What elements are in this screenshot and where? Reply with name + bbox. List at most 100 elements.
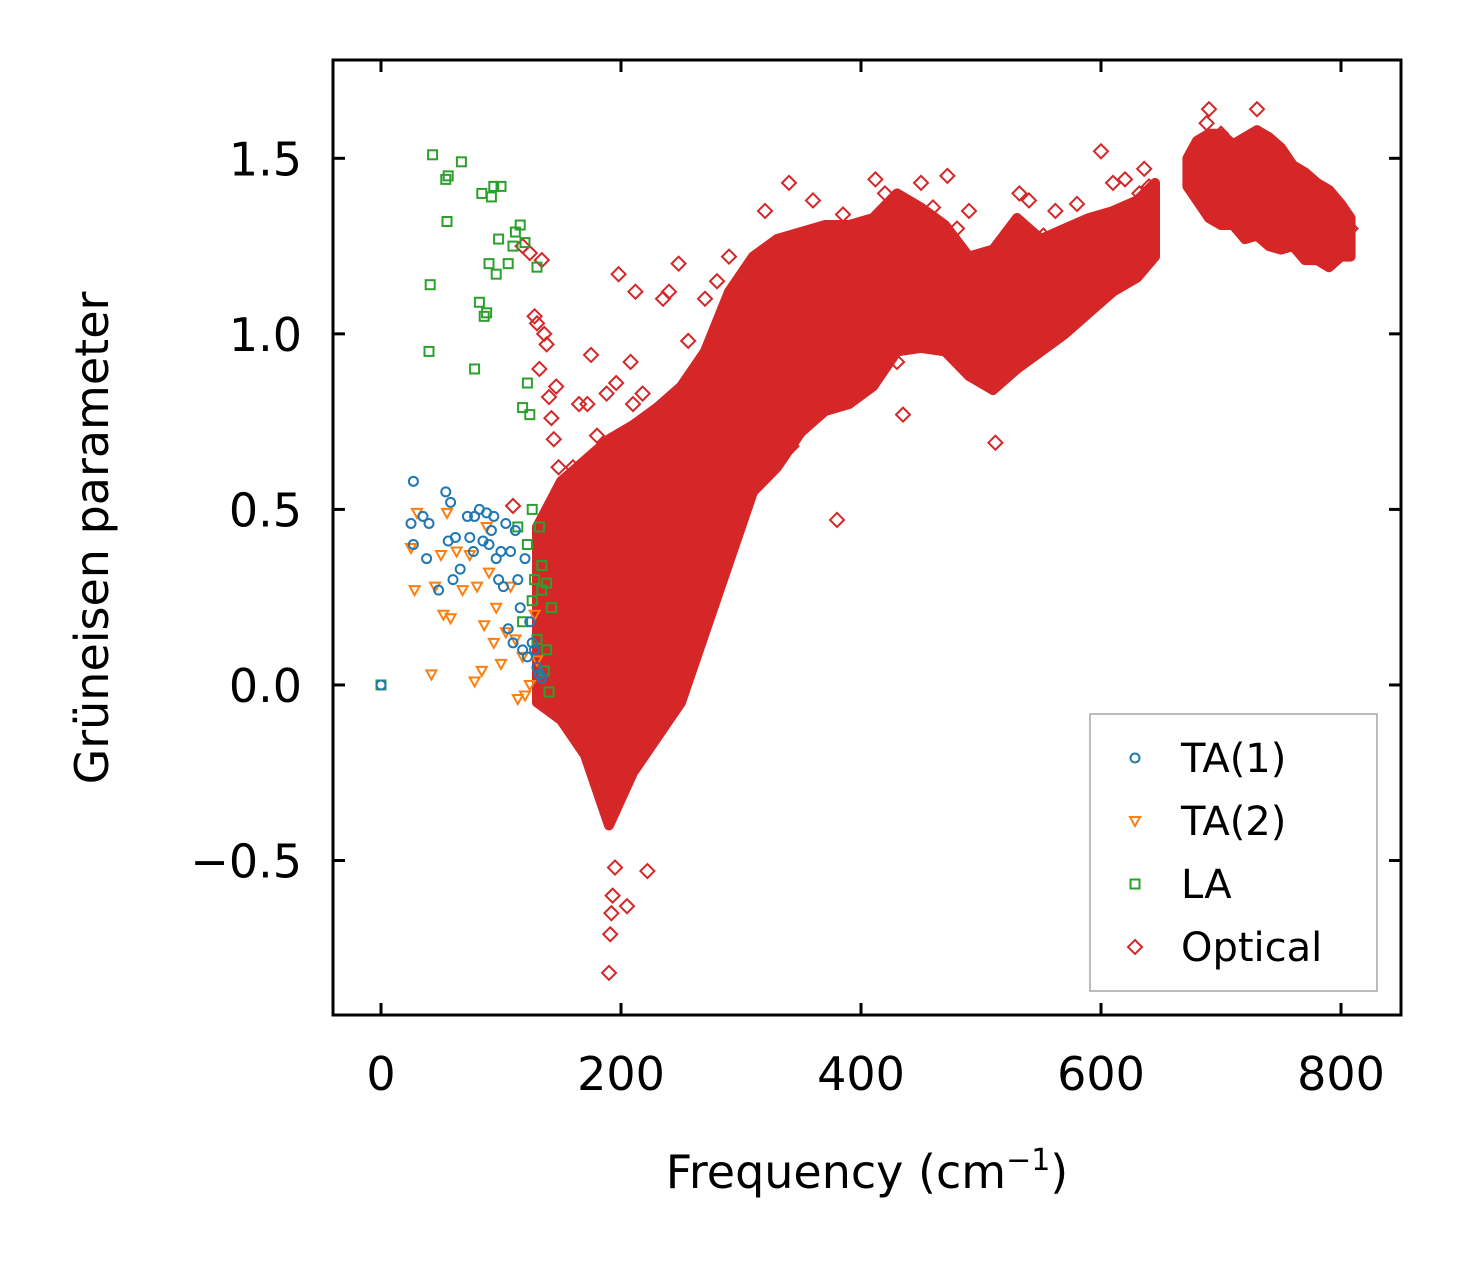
ta2-point: [475, 665, 489, 678]
ta2-point: [508, 634, 523, 647]
ta2-point: [494, 658, 508, 671]
optical-dense-bands: [532, 125, 1356, 831]
optical-point: [670, 255, 688, 273]
optical-point: [564, 458, 582, 476]
optical-point: [1068, 195, 1086, 213]
optical-point: [538, 335, 556, 353]
ta1-point: [531, 661, 543, 673]
ta1-point: [524, 616, 536, 628]
ta2-point: [467, 676, 482, 689]
ta2-point: [482, 567, 496, 580]
la-point: [485, 191, 497, 203]
ta1-point: [440, 486, 452, 498]
ta2-point: [530, 655, 544, 668]
optical-point: [528, 314, 546, 332]
ta1-point: [526, 637, 538, 649]
optical-point: [624, 395, 642, 413]
optical-point: [542, 409, 560, 427]
legend-marker-ta1: [1129, 752, 1141, 764]
ta1-point: [433, 584, 445, 596]
ta1-point: [519, 553, 531, 565]
la-point: [502, 258, 514, 270]
optical-point: [1320, 192, 1338, 209]
la-point: [507, 240, 519, 252]
optical-point: [782, 437, 800, 455]
optical-point: [1272, 142, 1290, 160]
ta2-point: [407, 585, 422, 598]
legend-frame: [1089, 713, 1378, 992]
la-point: [423, 345, 435, 357]
la-point: [545, 602, 557, 614]
ta1-point: [405, 517, 417, 529]
ta1-point: [521, 651, 533, 663]
optical-point: [602, 904, 620, 922]
ta1-point: [375, 679, 387, 691]
x-tick-label: 400: [817, 1047, 905, 1101]
optical-point: [598, 385, 616, 402]
optical-point: [634, 385, 652, 402]
optical-point: [622, 353, 640, 371]
ta2-point: [527, 609, 542, 622]
optical-point: [521, 244, 539, 262]
la-point: [517, 402, 529, 414]
ta1-point: [500, 517, 512, 529]
optical-point: [734, 307, 752, 325]
scatter-points: [375, 100, 1360, 982]
optical-point: [504, 497, 522, 515]
optical-point: [960, 202, 978, 220]
optical-point: [1034, 227, 1052, 244]
la-point: [531, 261, 543, 273]
optical-point: [1236, 132, 1254, 150]
ta1-point: [483, 539, 495, 551]
optical-point: [996, 360, 1014, 378]
optical-point: [601, 925, 619, 943]
legend-marker-optical: [1126, 938, 1144, 956]
plot-frame: [331, 58, 1403, 1017]
y-tick-label: 1.0: [229, 308, 302, 362]
la-point: [481, 307, 493, 319]
legend-item-ta2: TA(2): [1128, 799, 1286, 845]
optical-point: [578, 395, 596, 413]
optical-point: [1342, 220, 1360, 237]
optical-point: [1212, 125, 1230, 143]
optical-point: [756, 202, 774, 220]
optical-point: [804, 192, 822, 209]
optical-point: [540, 388, 558, 406]
la-point: [455, 156, 467, 168]
optical-point: [1296, 185, 1314, 202]
ta1-point: [514, 602, 526, 614]
optical-point: [588, 427, 606, 445]
optical-point: [1224, 149, 1242, 167]
ta1-point: [407, 539, 419, 551]
legend-marker-ta2: [1128, 816, 1142, 829]
legend-label-la: LA: [1181, 862, 1232, 908]
la-point: [469, 363, 481, 375]
optical-point: [530, 360, 548, 378]
ta2-point: [428, 581, 442, 594]
ta1-point: [407, 475, 419, 487]
optical-point: [552, 483, 570, 501]
optical-point: [1092, 142, 1110, 160]
optical-point: [526, 307, 544, 325]
optical-point: [750, 462, 768, 480]
la-point: [442, 170, 454, 182]
ta1-point: [488, 510, 500, 522]
optical-point: [582, 346, 600, 364]
optical-point: [1140, 177, 1158, 195]
optical-point: [606, 859, 624, 876]
optical-point: [618, 897, 636, 915]
optical-point: [1248, 100, 1266, 118]
optical-point: [1198, 114, 1216, 132]
la-point: [529, 574, 541, 586]
ta1-point: [461, 510, 473, 522]
x-tick-label: 200: [577, 1047, 665, 1101]
optical-point: [972, 307, 990, 325]
optical-point: [720, 248, 738, 266]
legend-marker-la: [1129, 878, 1141, 890]
optical-point: [888, 353, 906, 371]
ta1-point: [417, 510, 429, 522]
la-point: [519, 237, 531, 249]
optical-point: [924, 199, 942, 216]
ta1-point: [512, 574, 524, 586]
